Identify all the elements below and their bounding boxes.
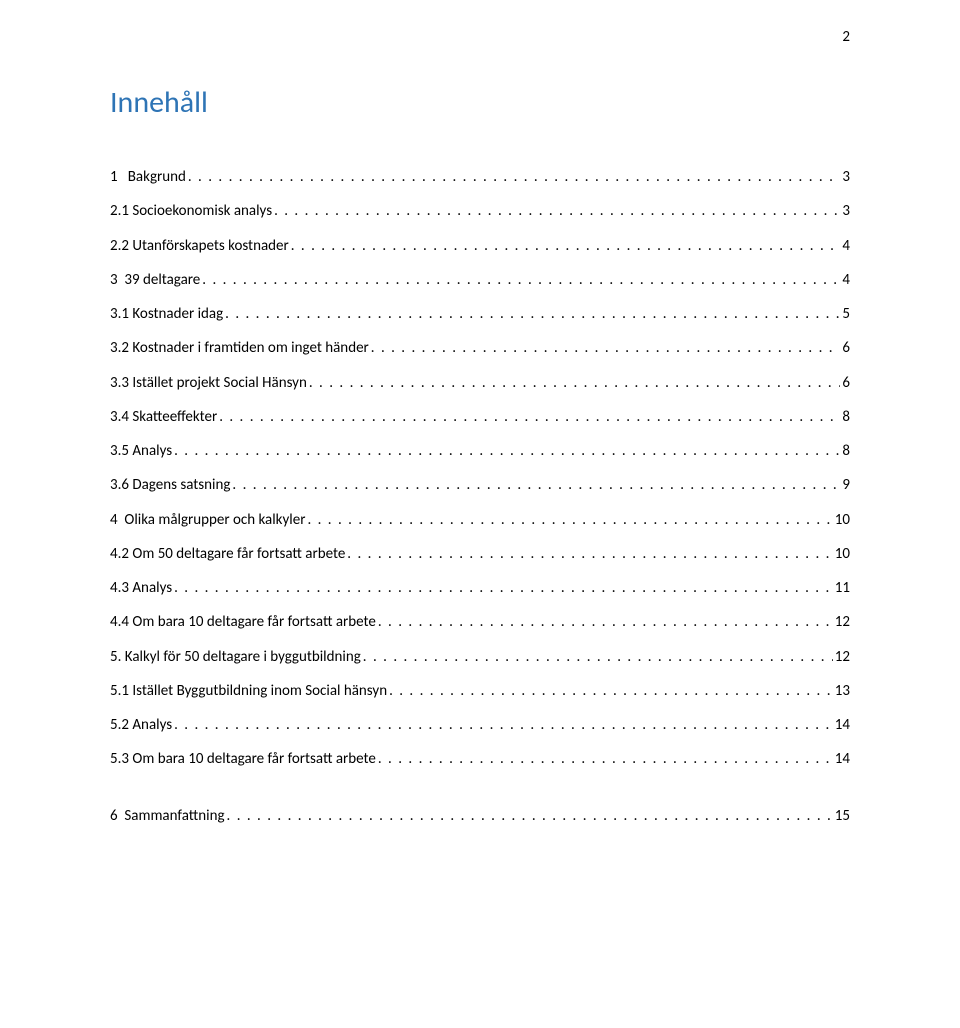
toc-entry[interactable]: 2.2 Utanförskapets kostnader. . . . . . … [110, 236, 850, 256]
page-number: 2 [842, 28, 850, 46]
toc-leader-dots: . . . . . . . . . . . . . . . . . . . . … [200, 270, 840, 290]
toc-entry-page: 14 [833, 749, 850, 769]
toc-entry-page: 10 [833, 544, 850, 564]
toc-leader-dots: . . . . . . . . . . . . . . . . . . . . … [217, 407, 840, 427]
toc-entry-label: 6 Sammanfattning [110, 806, 225, 826]
toc-leader-dots: . . . . . . . . . . . . . . . . . . . . … [223, 304, 840, 324]
toc-entry-label: 4.2 Om 50 deltagare får fortsatt arbete [110, 544, 345, 564]
table-of-contents: 1 Bakgrund. . . . . . . . . . . . . . . … [110, 167, 850, 826]
toc-entry-label: 3.4 Skatteeffekter [110, 407, 217, 427]
toc-entry-label: 3.2 Kostnader i framtiden om inget hände… [110, 338, 369, 358]
toc-entry-page: 12 [833, 612, 850, 632]
toc-entry-page: 8 [840, 407, 850, 427]
toc-entry-page: 4 [840, 236, 850, 256]
toc-entry[interactable]: 3 39 deltagare. . . . . . . . . . . . . … [110, 270, 850, 290]
toc-entry[interactable]: 3.3 Istället projekt Social Hänsyn. . . … [110, 373, 850, 393]
toc-leader-dots: . . . . . . . . . . . . . . . . . . . . … [307, 373, 841, 393]
toc-entry-page: 11 [833, 578, 850, 598]
toc-entry-label: 2.2 Utanförskapets kostnader [110, 236, 289, 256]
toc-entry-label: 3.1 Kostnader idag [110, 304, 223, 324]
toc-leader-dots: . . . . . . . . . . . . . . . . . . . . … [376, 612, 833, 632]
toc-entry[interactable]: 2.1 Socioekonomisk analys. . . . . . . .… [110, 201, 850, 221]
document-page: 2 Innehåll 1 Bakgrund. . . . . . . . . .… [0, 0, 960, 1028]
toc-entry-label: 5.1 Istället Byggutbildning inom Social … [110, 681, 387, 701]
toc-entry[interactable]: 5.3 Om bara 10 deltagare får fortsatt ar… [110, 749, 850, 769]
toc-leader-dots: . . . . . . . . . . . . . . . . . . . . … [387, 681, 833, 701]
toc-entry-page: 3 [840, 167, 850, 187]
toc-entry[interactable]: 4 Olika målgrupper och kalkyler. . . . .… [110, 510, 850, 530]
toc-entry[interactable]: 3.1 Kostnader idag. . . . . . . . . . . … [110, 304, 850, 324]
toc-entry-label: 3 39 deltagare [110, 270, 200, 290]
toc-leader-dots: . . . . . . . . . . . . . . . . . . . . … [305, 510, 832, 530]
toc-entry-page: 6 [840, 373, 850, 393]
toc-entry-page: 8 [840, 441, 850, 461]
toc-entry[interactable]: 1 Bakgrund. . . . . . . . . . . . . . . … [110, 167, 850, 187]
toc-entry[interactable]: 4.3 Analys. . . . . . . . . . . . . . . … [110, 578, 850, 598]
toc-entry-label: 4.3 Analys [110, 578, 172, 598]
toc-entry[interactable]: 3.6 Dagens satsning. . . . . . . . . . .… [110, 475, 850, 495]
toc-leader-dots: . . . . . . . . . . . . . . . . . . . . … [272, 201, 840, 221]
toc-entry[interactable]: 4.2 Om 50 deltagare får fortsatt arbete.… [110, 544, 850, 564]
toc-entry[interactable]: 3.4 Skatteeffekter. . . . . . . . . . . … [110, 407, 850, 427]
toc-gap [110, 784, 850, 806]
toc-entry-page: 14 [833, 715, 850, 735]
toc-entry[interactable]: 5.2 Analys. . . . . . . . . . . . . . . … [110, 715, 850, 735]
toc-entry-label: 5. Kalkyl för 50 deltagare i byggutbildn… [110, 647, 361, 667]
toc-leader-dots: . . . . . . . . . . . . . . . . . . . . … [369, 338, 841, 358]
toc-entry-label: 4 Olika målgrupper och kalkyler [110, 510, 305, 530]
toc-leader-dots: . . . . . . . . . . . . . . . . . . . . … [289, 236, 841, 256]
toc-entry-page: 4 [840, 270, 850, 290]
toc-title: Innehåll [110, 84, 850, 121]
toc-leader-dots: . . . . . . . . . . . . . . . . . . . . … [345, 544, 832, 564]
toc-leader-dots: . . . . . . . . . . . . . . . . . . . . … [230, 475, 840, 495]
toc-entry-page: 12 [833, 647, 850, 667]
toc-entry[interactable]: 3.2 Kostnader i framtiden om inget hände… [110, 338, 850, 358]
toc-entry-label: 5.3 Om bara 10 deltagare får fortsatt ar… [110, 749, 376, 769]
toc-entry-label: 3.6 Dagens satsning [110, 475, 230, 495]
toc-entry-label: 1 Bakgrund [110, 167, 186, 187]
toc-entry-label: 3.5 Analys [110, 441, 172, 461]
toc-entry[interactable]: 5. Kalkyl för 50 deltagare i byggutbildn… [110, 647, 850, 667]
toc-entry-label: 4.4 Om bara 10 deltagare får fortsatt ar… [110, 612, 376, 632]
toc-entry-label: 5.2 Analys [110, 715, 172, 735]
toc-entry-page: 5 [840, 304, 850, 324]
toc-entry-label: 3.3 Istället projekt Social Hänsyn [110, 373, 307, 393]
toc-entry[interactable]: 3.5 Analys. . . . . . . . . . . . . . . … [110, 441, 850, 461]
toc-entry-page: 10 [833, 510, 850, 530]
toc-entry[interactable]: 6 Sammanfattning. . . . . . . . . . . . … [110, 806, 850, 826]
toc-leader-dots: . . . . . . . . . . . . . . . . . . . . … [225, 806, 833, 826]
toc-entry-page: 6 [840, 338, 850, 358]
toc-entry-label: 2.1 Socioekonomisk analys [110, 201, 272, 221]
toc-entry[interactable]: 4.4 Om bara 10 deltagare får fortsatt ar… [110, 612, 850, 632]
toc-leader-dots: . . . . . . . . . . . . . . . . . . . . … [172, 578, 833, 598]
toc-entry-page: 3 [840, 201, 850, 221]
toc-entry-page: 15 [833, 806, 850, 826]
toc-leader-dots: . . . . . . . . . . . . . . . . . . . . … [186, 167, 841, 187]
toc-leader-dots: . . . . . . . . . . . . . . . . . . . . … [172, 441, 840, 461]
toc-entry-page: 13 [833, 681, 850, 701]
toc-entry-page: 9 [840, 475, 850, 495]
toc-entry[interactable]: 5.1 Istället Byggutbildning inom Social … [110, 681, 850, 701]
toc-leader-dots: . . . . . . . . . . . . . . . . . . . . … [376, 749, 833, 769]
toc-leader-dots: . . . . . . . . . . . . . . . . . . . . … [361, 647, 833, 667]
toc-leader-dots: . . . . . . . . . . . . . . . . . . . . … [172, 715, 833, 735]
